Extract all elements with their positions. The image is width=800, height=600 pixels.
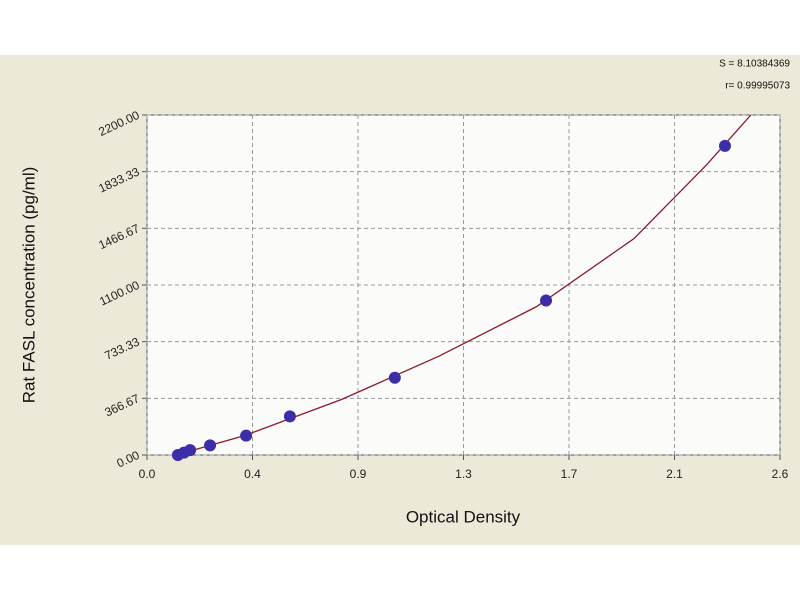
x-tick-label: 0.9 — [350, 467, 367, 481]
x-tick-label: 0.4 — [244, 467, 261, 481]
annotation: S = 8.10384369 — [719, 59, 790, 70]
data-point — [718, 139, 731, 152]
x-tick-label: 2.1 — [666, 467, 683, 481]
x-tick-label: 1.3 — [455, 467, 472, 481]
data-point — [388, 371, 401, 384]
annotation: r= 0.99995073 — [725, 81, 790, 92]
data-point — [283, 410, 296, 423]
x-tick-label: 1.7 — [561, 467, 578, 481]
data-point — [204, 439, 217, 452]
y-axis-title: Rat FASL concentration (pg/ml) — [19, 167, 38, 404]
data-point — [240, 429, 253, 442]
data-point — [540, 294, 553, 307]
x-tick-label: 0.0 — [139, 467, 156, 481]
x-axis-title: Optical Density — [406, 507, 521, 526]
x-tick-label: 2.6 — [772, 467, 789, 481]
fit-curve — [176, 114, 752, 456]
data-point — [184, 444, 197, 457]
